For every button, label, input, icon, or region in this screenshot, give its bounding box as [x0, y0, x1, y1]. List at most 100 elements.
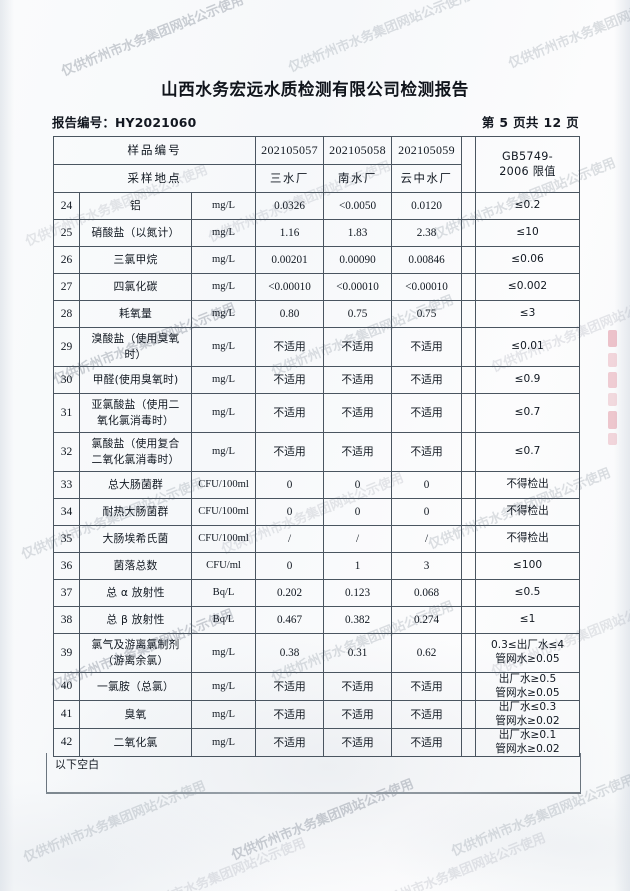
- row-value-sample-2: 不适用: [323, 728, 393, 758]
- report-meta: 报告编号：HY2021060 第 5 页共 12 页: [52, 113, 579, 131]
- row-number: 25: [53, 219, 80, 247]
- row-standard-limit: 不得检出: [475, 525, 581, 553]
- table-row: 32 氯酸盐（使用复合 二氧化氯消毒时） mg/L 不适用 不适用 不适用 ≤0.7: [53, 432, 581, 472]
- table-row: 38 总 β 放射性 Bq/L 0.467 0.382 0.274 ≤1: [53, 606, 581, 634]
- row-value-sample-1: 0.38: [255, 633, 325, 673]
- row-number: 32: [53, 432, 80, 472]
- row-value-sample-3: 不适用: [391, 327, 463, 367]
- row-unit: mg/L: [190, 300, 257, 328]
- page-number: 第 5 页共 12 页: [481, 115, 579, 130]
- row-number: 35: [53, 525, 80, 553]
- row-standard-limit: 出厂水≥0.1 管网水≥0.02: [475, 728, 581, 758]
- row-value-sample-1: 0: [255, 471, 325, 499]
- row-standard-limit: ≤0.7: [475, 432, 581, 472]
- row-value-sample-3: /: [391, 525, 463, 553]
- table-row: 31 亚氯酸盐（使用二 氧化氯消毒时） mg/L 不适用 不适用 不适用 ≤0.7: [53, 393, 581, 433]
- row-standard-limit: ≤100: [475, 552, 581, 580]
- results-table: 样品编号 202105057 202105058 202105059 GB5749- 20…: [52, 136, 581, 758]
- row-unit: Bq/L: [190, 606, 257, 634]
- row-item-name: 一氯胺（总氯）: [79, 671, 192, 702]
- table-row: 42 二氧化氯 mg/L 不适用 不适用 不适用 出厂水≥0.1 管网水≥0.02: [53, 728, 581, 758]
- sampling-site-label: 采样地点: [52, 164, 257, 193]
- row-number: 30: [53, 366, 80, 394]
- row-value-sample-3: 0.75: [391, 300, 463, 328]
- row-item-name: 耗氧量: [79, 300, 192, 328]
- row-value-sample-3: 0.62: [391, 633, 463, 673]
- row-item-name: 二氧化氯: [79, 728, 192, 758]
- spacer-cell: [461, 552, 477, 580]
- row-value-sample-3: 不适用: [391, 671, 463, 702]
- row-value-sample-1: <0.00010: [255, 273, 325, 301]
- row-value-sample-3: 0: [391, 498, 463, 526]
- row-standard-limit: 出厂水≥0.5 管网水≥0.05: [475, 671, 581, 702]
- row-standard-limit: ≤0.01: [475, 327, 581, 367]
- row-value-sample-1: 不适用: [255, 728, 325, 758]
- row-value-sample-3: <0.00010: [391, 273, 463, 301]
- row-value-sample-2: 不适用: [323, 432, 393, 472]
- row-value-sample-3: 不适用: [391, 366, 463, 394]
- spacer-cell: [461, 579, 477, 607]
- table-row: 37 总 α 放射性 Bq/L 0.202 0.123 0.068 ≤0.5: [53, 579, 581, 607]
- row-value-sample-3: 0.00846: [391, 246, 463, 274]
- table-baseline-rule: [46, 792, 580, 794]
- row-value-sample-2: 0.00090: [323, 246, 393, 274]
- row-value-sample-2: 0.382: [323, 606, 393, 634]
- row-value-sample-3: 0.068: [391, 579, 463, 607]
- row-unit: mg/L: [190, 393, 257, 433]
- report-number: 报告编号：HY2021060: [52, 115, 197, 130]
- row-item-name: 总 α 放射性: [79, 579, 192, 607]
- row-value-sample-2: 0.31: [323, 633, 393, 673]
- row-item-name: 氯气及游离氯制剂 （游离余氯）: [79, 633, 192, 673]
- spacer-cell: [461, 525, 477, 553]
- row-item-name: 总 β 放射性: [79, 606, 192, 634]
- row-standard-limit: 不得检出: [475, 498, 581, 526]
- table-row: 35 大肠埃希氏菌 CFU/100ml / / / 不得检出: [53, 525, 581, 553]
- table-header-sample-no: 样品编号 202105057 202105058 202105059 GB5749- 20…: [52, 136, 581, 193]
- row-unit: mg/L: [190, 700, 257, 730]
- row-standard-limit: ≤0.06: [475, 246, 581, 274]
- row-value-sample-1: 不适用: [255, 366, 325, 394]
- row-item-name: 总大肠菌群: [79, 471, 192, 499]
- row-item-name: 四氯化碳: [79, 273, 192, 301]
- row-value-sample-2: 0: [323, 498, 393, 526]
- row-unit: CFU/ml: [190, 552, 257, 580]
- spacer-cell: [461, 498, 477, 526]
- row-unit: mg/L: [190, 273, 257, 301]
- row-value-sample-3: 2.38: [391, 219, 463, 247]
- row-number: 36: [53, 552, 80, 580]
- row-number: 28: [53, 300, 80, 328]
- row-value-sample-2: 0.75: [323, 300, 393, 328]
- row-value-sample-2: 1: [323, 552, 393, 580]
- row-number: 31: [53, 393, 80, 433]
- row-value-sample-2: 不适用: [323, 671, 393, 702]
- row-item-name: 臭氧: [79, 700, 192, 730]
- row-number: 41: [53, 700, 80, 730]
- row-standard-limit: ≤3: [475, 300, 581, 328]
- row-item-name: 菌落总数: [79, 552, 192, 580]
- spacer-cell: [461, 633, 477, 673]
- row-standard-limit: 出厂水≤0.3 管网水≥0.02: [475, 700, 581, 730]
- row-unit: mg/L: [190, 246, 257, 274]
- row-unit: mg/L: [190, 432, 257, 472]
- row-value-sample-3: 0: [391, 471, 463, 499]
- row-item-name: 硝酸盐（以氮计）: [79, 219, 192, 247]
- row-item-name: 铝: [79, 192, 192, 220]
- row-number: 24: [53, 192, 80, 220]
- row-standard-limit: ≤0.9: [475, 366, 581, 394]
- row-value-sample-1: 0.467: [255, 606, 325, 634]
- row-value-sample-3: 不适用: [391, 432, 463, 472]
- row-number: 34: [53, 498, 80, 526]
- spacer-cell: [461, 273, 477, 301]
- row-number: 26: [53, 246, 80, 274]
- row-value-sample-1: 不适用: [255, 393, 325, 433]
- row-item-name: 溴酸盐（使用臭氧 时）: [79, 327, 192, 367]
- table-row: 27 四氯化碳 mg/L <0.00010 <0.00010 <0.00010 ≤0.002: [53, 273, 581, 301]
- spacer-cell: [461, 246, 477, 274]
- sample-no-label: 样品编号: [52, 136, 257, 165]
- spacer-cell: [461, 366, 477, 394]
- row-unit: mg/L: [190, 327, 257, 367]
- row-item-name: 甲醛(使用臭氧时): [79, 366, 192, 394]
- row-item-name: 大肠埃希氏菌: [79, 525, 192, 553]
- row-unit: Bq/L: [190, 579, 257, 607]
- table-row: 28 耗氧量 mg/L 0.80 0.75 0.75 ≤3: [53, 300, 581, 328]
